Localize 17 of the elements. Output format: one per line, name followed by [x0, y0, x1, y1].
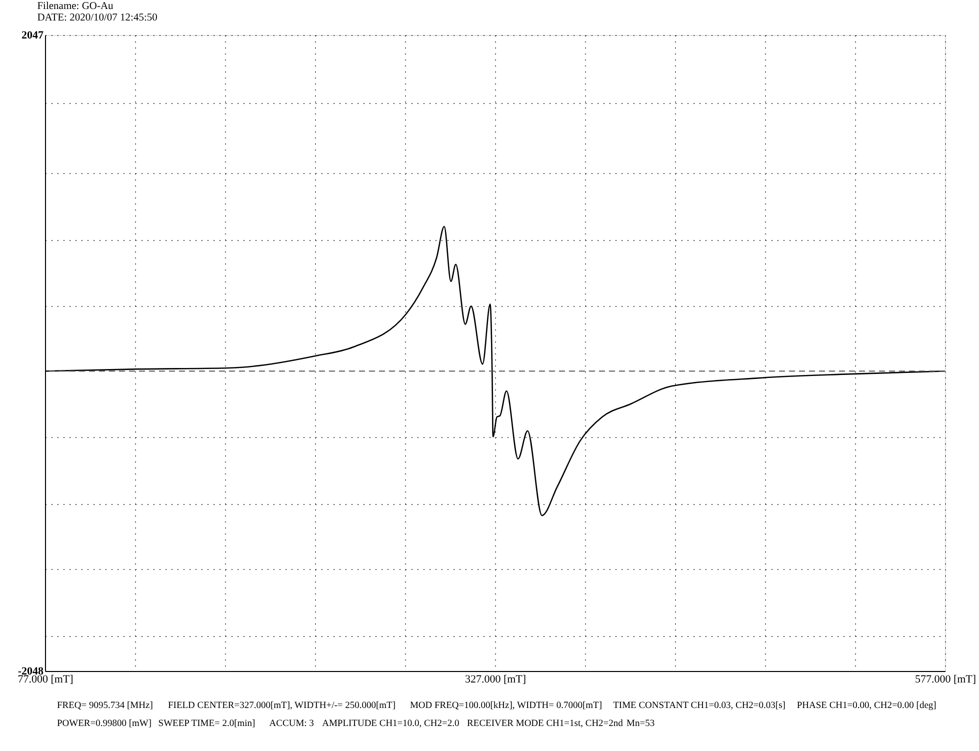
- text: POWER=0.99800 [mW]: [57, 719, 152, 729]
- x-tick-label: 77.000 [mT]: [18, 674, 74, 686]
- text: RECEIVER MODE CH1=1st, CH2=2nd: [467, 719, 624, 729]
- x-tick-label: 327.000 [mT]: [464, 674, 526, 686]
- text: ACCUM: 3: [269, 719, 314, 729]
- text: Mn=53: [626, 719, 655, 729]
- text: AMPLITUDE CH1=10.0, CH2=2.0: [322, 719, 460, 729]
- chart-subtitle: DATE: 2020/10/07 12:45:50: [37, 12, 158, 24]
- text: FREQ= 9095.734 [MHz]: [57, 701, 153, 711]
- text: TIME CONSTANT CH1=0.03, CH2=0.03[s]: [613, 701, 786, 711]
- chart-title: Filename: GO-Au: [37, 1, 114, 12]
- text: MOD FREQ=100.00[kHz], WIDTH= 0.7000[mT]: [410, 701, 602, 711]
- y-tick-label: 2047: [22, 30, 44, 42]
- x-tick-label: 577.000 [mT]: [914, 674, 976, 686]
- text: PHASE CH1=0.00, CH2=0.00 [deg]: [796, 701, 936, 711]
- text: FIELD CENTER=327.000[mT], WIDTH+/-= 250.000[mT]: [168, 701, 396, 711]
- text: SWEEP TIME= 2.0[min]: [158, 719, 256, 729]
